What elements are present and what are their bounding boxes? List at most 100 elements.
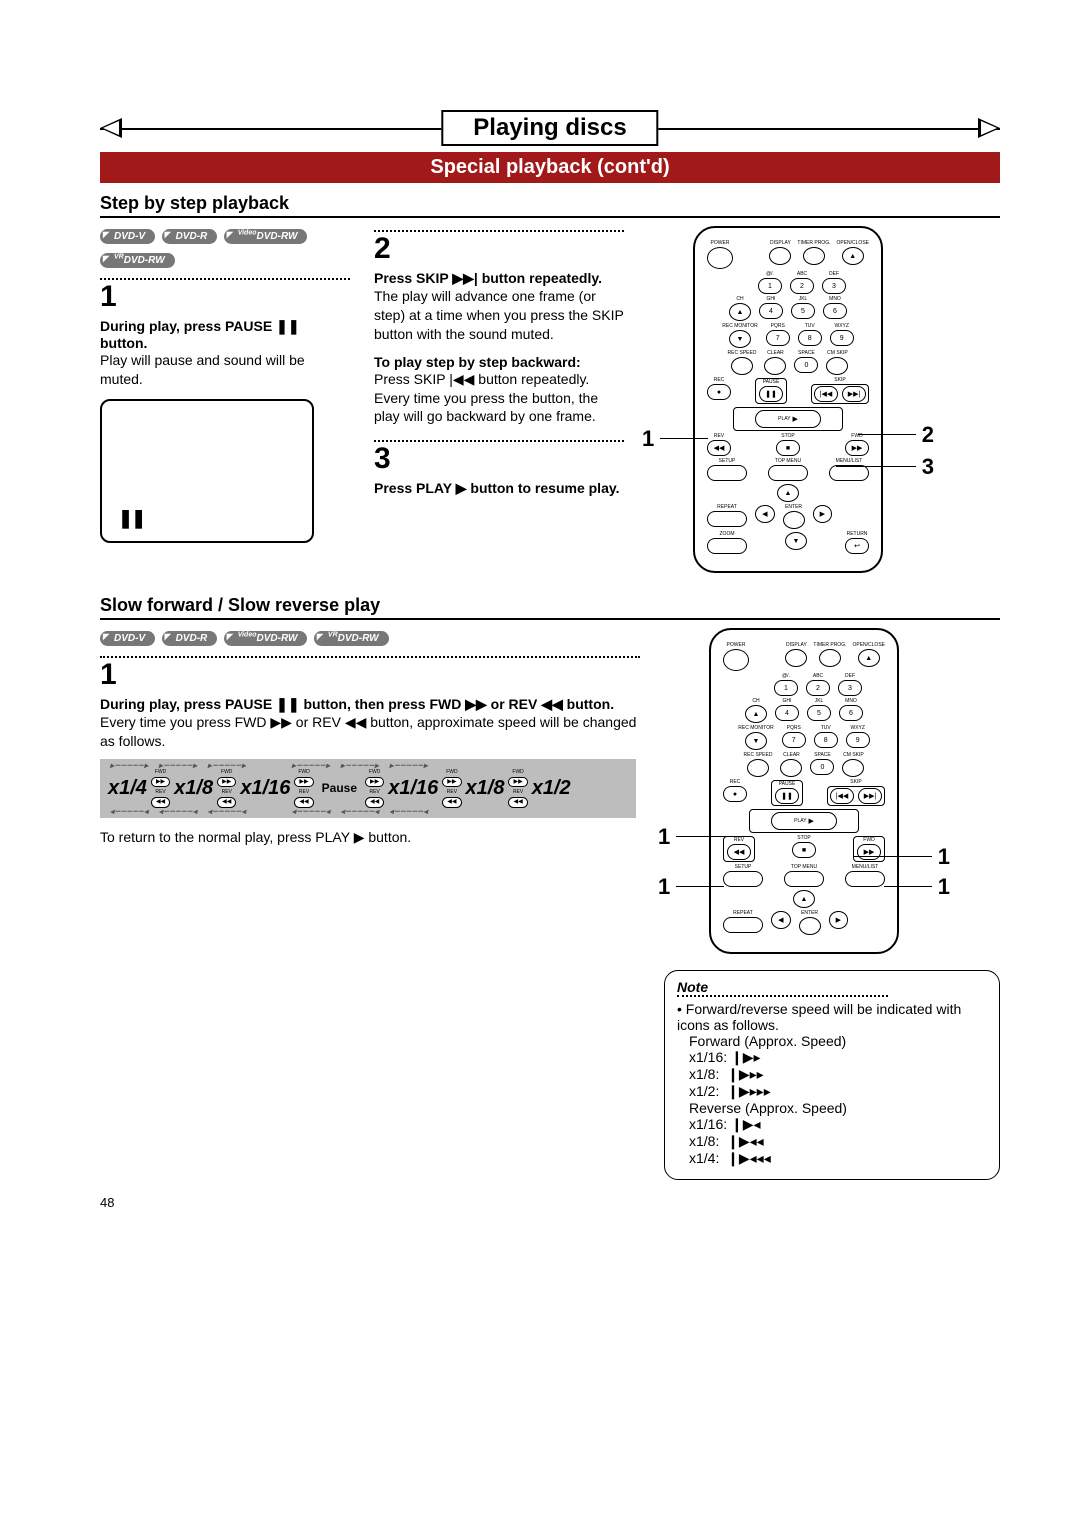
- dotted-rule: [374, 440, 624, 442]
- nav-right: ▶: [829, 911, 849, 929]
- callout-1b: 1: [658, 874, 670, 900]
- speed-r3: x1/16: [240, 777, 290, 800]
- callout-1d: 1: [938, 874, 950, 900]
- skip-fwd-button: ▶▶|: [858, 788, 882, 804]
- step-col-2-3: 2 Press SKIP ▶▶| button repeatedly. The …: [374, 226, 624, 573]
- recspeed-button: [747, 759, 769, 777]
- key-7: 7: [766, 330, 790, 346]
- mini-fwd-icon: ▶▶: [442, 777, 461, 787]
- speed-icon: ❙▶▸▸: [727, 1066, 764, 1082]
- key-4: 4: [775, 705, 799, 721]
- disc-badge-dvdrw-vr: VRDVD-RW: [314, 631, 389, 646]
- setup-button: [723, 871, 763, 887]
- section-heading-step-playback: Step by step playback: [100, 193, 1000, 218]
- timer-button: [819, 649, 841, 667]
- note-fwd-head: Forward (Approx. Speed): [689, 1033, 987, 1049]
- menulist-button: [829, 465, 869, 481]
- key-6: 6: [839, 705, 863, 721]
- slow-step1-body: Every time you press FWD ▶▶ or REV ◀◀ bu…: [100, 713, 640, 751]
- step1-body: Play will pause and sound will be muted.: [100, 351, 350, 389]
- dotted-rule: [100, 278, 350, 280]
- clear-button: [780, 759, 802, 777]
- nav-right: ▶: [813, 505, 833, 523]
- repeat-button: [723, 917, 763, 933]
- repeat-button: [707, 511, 747, 527]
- pause-icon: ❚❚: [118, 508, 144, 529]
- disc-badge-dvdrw-video: VideoDVD-RW: [224, 631, 308, 646]
- pause-icon: ❚❚: [276, 696, 299, 712]
- speed-icon: ❙▶▸: [731, 1049, 761, 1065]
- mini-rev-icon: ◀◀: [508, 797, 527, 807]
- callout-1c: 1: [938, 844, 950, 870]
- key-3: 3: [838, 680, 862, 696]
- nav-down: ▼: [785, 532, 807, 550]
- mini-fwd-icon: ▶▶: [365, 777, 384, 787]
- display-button: [785, 649, 807, 667]
- rec-button: ●: [723, 786, 747, 802]
- note-rev-head: Reverse (Approx. Speed): [689, 1100, 987, 1116]
- speed-f3: x1/2: [532, 777, 571, 800]
- key-2: 2: [806, 680, 830, 696]
- mini-fwd-icon: ▶▶: [508, 777, 527, 787]
- open-close-button: ▲: [842, 247, 864, 265]
- rev-icon: ◀◀: [541, 696, 563, 712]
- skip-fwd-button: ▶▶|: [842, 386, 866, 402]
- disc-badge-dvdv: DVD-V: [100, 229, 155, 244]
- play-icon: ▶: [354, 829, 365, 845]
- callout-1: 1: [642, 426, 654, 452]
- page-number: 48: [100, 1195, 114, 1210]
- display-button: [769, 247, 791, 265]
- remote-diagram-2: 1 1 1 1 POWER DISPLAY TIMER PROG. OPEN/C…: [664, 628, 944, 954]
- skip-fwd-icon: ▶▶|: [452, 270, 477, 286]
- step-col-1: DVD-V DVD-R VideoDVD-RW VRDVD-RW 1 Durin…: [100, 226, 350, 573]
- skip-back-button: |◀◀: [830, 788, 854, 804]
- step2-body: The play will advance one frame (or step…: [374, 287, 624, 344]
- key-5: 5: [791, 303, 815, 319]
- speed-icon: ❙▶◂◂◂: [727, 1150, 771, 1166]
- play-icon: ▶: [456, 480, 467, 496]
- note-box: Note • Forward/reverse speed will be ind…: [664, 970, 1000, 1180]
- key-2: 2: [790, 278, 814, 294]
- chapter-title: Playing discs: [441, 110, 658, 146]
- section-heading-slow: Slow forward / Slow reverse play: [100, 595, 1000, 620]
- enter-button: [799, 917, 821, 935]
- slow-col-text: DVD-V DVD-R VideoDVD-RW VRDVD-RW 1 Durin…: [100, 628, 640, 1180]
- ch-down: ▼: [745, 732, 767, 750]
- step2-instruction: Press SKIP ▶▶| button repeatedly.: [374, 270, 624, 287]
- disc-badge-dvdr: DVD-R: [162, 631, 218, 646]
- step1-instruction: During play, press PAUSE ❚❚ button.: [100, 318, 350, 351]
- slow-step1-instruction: During play, press PAUSE ❚❚ button, then…: [100, 696, 640, 713]
- key-9: 9: [846, 732, 870, 748]
- skip-rev-icon: |◀◀: [449, 371, 474, 387]
- fwd-button: ▶▶: [857, 844, 881, 860]
- remote-diagram-1: 1 2 3 POWER DISPLAY TIMER PROG. OPEN/CLO…: [648, 226, 928, 573]
- key-8: 8: [814, 732, 838, 748]
- zoom-button: [707, 538, 747, 554]
- skip-back-button: |◀◀: [814, 386, 838, 402]
- disc-badge-dvdr: DVD-R: [162, 229, 218, 244]
- clear-button: [764, 357, 786, 375]
- enter-button: [783, 511, 805, 529]
- callout-1a: 1: [658, 824, 670, 850]
- step-number-3: 3: [374, 444, 624, 474]
- rev-button: ◀◀: [707, 440, 731, 456]
- key-9: 9: [830, 330, 854, 346]
- speed-pause: Pause: [318, 781, 361, 795]
- pause-button: ❚❚: [775, 788, 799, 804]
- speed-icon: ❙▶◂◂: [727, 1133, 764, 1149]
- nav-left: ◀: [771, 911, 791, 929]
- subsection-banner: Special playback (cont'd): [100, 152, 1000, 183]
- rev-button: ◀◀: [727, 844, 751, 860]
- step2-sub-instruction: To play step by step backward:: [374, 354, 624, 370]
- fwd-icon: ▶▶: [270, 714, 292, 730]
- nav-up: ▲: [793, 890, 815, 908]
- dotted-rule: [100, 656, 640, 658]
- ch-up: ▲: [745, 705, 767, 723]
- ch-down: ▼: [729, 330, 751, 348]
- pause-icon: ❚❚: [276, 318, 299, 334]
- key-4: 4: [759, 303, 783, 319]
- chapter-title-band: Playing discs: [100, 110, 1000, 146]
- speed-icon: ❙▶▸▸▸: [727, 1083, 771, 1099]
- setup-button: [707, 465, 747, 481]
- key-6: 6: [823, 303, 847, 319]
